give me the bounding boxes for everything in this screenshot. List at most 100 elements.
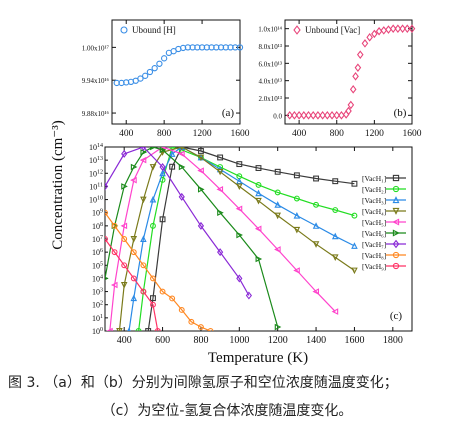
panel-b-y-tick-label: 6.0x10¹³ <box>259 60 282 68</box>
caption-line-1: 图 3. （a）和（b）分别为间隙氢原子和空位浓度随温度变化； <box>8 375 398 391</box>
panel-a-panel-label: (a) <box>222 107 235 119</box>
caption-line-2: （c）为空位-氢复合体浓度随温度变化。 <box>101 403 353 419</box>
series-point-vach5 <box>139 156 147 164</box>
series-point-vach6 <box>197 186 205 193</box>
panel-c-x-tick-label: 1600 <box>344 335 364 346</box>
series-point-vach6 <box>236 231 243 239</box>
series-point-vach1 <box>159 216 166 223</box>
x-axis-label: Temperature (K) <box>208 350 308 366</box>
series-point-vach3 <box>168 150 176 157</box>
panel-c-x-tick-label: 1400 <box>306 335 326 346</box>
panel-b-legend-label: Unbound [Vac] <box>305 25 360 35</box>
panel-b-panel-label: (b) <box>394 107 407 119</box>
series-point-vach8 <box>121 236 128 242</box>
panel-c-x-tick-label: 1000 <box>229 335 249 346</box>
series-point-vach4 <box>255 197 262 205</box>
panel-c-y-tick-label: 103 <box>92 288 103 297</box>
panel-c-y-tick-label: 108 <box>92 222 103 231</box>
series-point-vach5 <box>106 327 113 331</box>
panel-b-y-tick-label: 8.0x10¹³ <box>259 43 282 51</box>
panel-b-point <box>399 24 406 33</box>
series-point-vach5 <box>178 150 185 158</box>
series-point-vach4 <box>293 226 301 234</box>
panel-b-point <box>300 111 308 120</box>
series-point-vach7 <box>105 182 109 191</box>
panel-b-point <box>404 24 411 33</box>
legend-marker-vach5 <box>392 218 400 226</box>
panel-c-y-tick-label: 1014 <box>89 143 103 152</box>
panel-b-x-tick-label: 1200 <box>365 129 384 139</box>
panel-a-y-tick-label: 9.94x10¹⁶ <box>82 77 110 85</box>
panel-c-series-group <box>105 147 358 331</box>
legend-marker-vach2 <box>392 185 400 193</box>
panel-c-y-tick-label: 1012 <box>89 169 103 178</box>
panel-b-point <box>324 111 331 120</box>
panel-c-y-tick-label: 1010 <box>89 196 103 205</box>
series-point-vach8 <box>111 222 118 229</box>
series-point-vach1 <box>197 148 204 154</box>
series-point-vach6 <box>178 163 186 171</box>
series-point-vach7 <box>140 147 147 152</box>
series-point-vach1 <box>293 172 300 179</box>
series-point-vach5 <box>274 246 281 253</box>
panel-c-y-tick-label: 104 <box>92 274 103 283</box>
series-point-vach7 <box>197 221 205 230</box>
series-point-vach9 <box>105 236 108 242</box>
series-point-vach2 <box>135 328 142 331</box>
series-point-vach8 <box>140 262 147 269</box>
panel-c-x-tick-label: 1800 <box>383 335 403 346</box>
series-point-vach5 <box>197 167 204 174</box>
panel-c-legend: [VacH₁] [VacH₂] [VacH₃] [VacH₄] [VacH₅] [VacH… <box>362 174 406 271</box>
legend-label-vach8: [VacH₈] <box>362 251 386 260</box>
series-point-vach3 <box>255 189 262 197</box>
panel-b-point <box>389 24 397 33</box>
series-point-vach2 <box>332 207 339 213</box>
panel-b-point <box>295 111 303 120</box>
panel-c-x-tick-label: 600 <box>155 335 170 346</box>
panel-a-panel: 400 800 1200 1600 9.88x10¹⁶ 9.94x10¹⁶ 1.00x10¹… <box>82 19 250 139</box>
series-point-vach1 <box>217 154 224 161</box>
panel-a-y-tick-label: 1.00x10¹⁷ <box>82 44 110 52</box>
series-point-vach7 <box>245 291 252 300</box>
panel-c-y-tick-label: 106 <box>92 248 103 257</box>
panel-c-label: (c) <box>390 310 403 322</box>
series-point-vach5 <box>312 288 320 295</box>
series-point-vach4 <box>197 154 205 162</box>
series-point-vach3 <box>312 222 320 229</box>
series-point-vach9 <box>154 328 161 331</box>
series-point-vach4 <box>312 241 320 248</box>
series-point-vach1 <box>332 178 339 185</box>
series-point-vach8 <box>105 209 108 216</box>
panel-b-point <box>309 111 317 120</box>
series-point-vach4 <box>351 267 358 275</box>
series-point-vach1 <box>274 168 281 175</box>
series-point-vach2 <box>150 222 156 229</box>
panel-b-y-tick-label: 2.0x10¹³ <box>259 95 282 103</box>
panel-b-point <box>371 29 378 39</box>
legend-label-vach7: [VacH₇] <box>362 240 386 249</box>
series-point-vach7 <box>121 149 128 158</box>
panel-b-x-tick-label: 1600 <box>403 129 422 139</box>
panel-a-x-tick-label: 400 <box>119 129 134 139</box>
panel-a-y-tick-label: 9.88x10¹⁶ <box>82 110 110 118</box>
series-point-vach4 <box>149 164 157 171</box>
series-point-vach3 <box>331 232 339 240</box>
panel-b-frame <box>284 19 413 125</box>
series-point-vach4 <box>331 254 339 262</box>
series-line-vach3 <box>128 147 355 331</box>
series-point-vach5 <box>130 176 137 184</box>
legend-label-vach6: [VacH₆] <box>362 229 386 238</box>
series-point-vach8 <box>159 288 166 295</box>
panel-a-point <box>142 72 149 79</box>
panel-a-point <box>156 60 163 67</box>
series-point-vach1 <box>313 175 320 182</box>
panel-b-point <box>380 26 388 35</box>
panel-c-y-tick-label: 101 <box>92 314 103 323</box>
series-point-vach3 <box>149 195 157 203</box>
legend-marker-vach7 <box>392 239 400 249</box>
series-point-vach3 <box>130 294 138 302</box>
series-point-vach3 <box>351 242 358 249</box>
panel-c-x-tick-label: 800 <box>193 335 208 346</box>
series-point-vach5 <box>293 267 300 274</box>
panel-b-point <box>333 111 341 120</box>
